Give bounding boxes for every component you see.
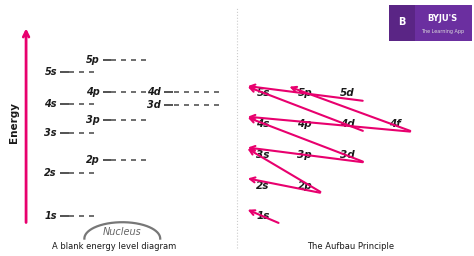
Text: 3s: 3s <box>45 128 57 138</box>
Text: 3p: 3p <box>86 115 100 125</box>
Text: 4d: 4d <box>340 119 355 129</box>
Text: 4d: 4d <box>147 87 161 97</box>
Text: 5p: 5p <box>298 88 312 99</box>
Text: 5p: 5p <box>86 55 100 65</box>
Text: 1s: 1s <box>45 211 57 221</box>
Text: 2p: 2p <box>298 180 312 191</box>
Text: 4p: 4p <box>86 87 100 97</box>
Text: 3s: 3s <box>256 150 270 160</box>
Text: The Aufbau Principle: The Aufbau Principle <box>307 242 394 251</box>
Text: 3d: 3d <box>147 100 161 110</box>
Text: 2p: 2p <box>86 155 100 165</box>
Text: 3p: 3p <box>298 150 312 160</box>
Text: 1s: 1s <box>256 211 270 221</box>
FancyBboxPatch shape <box>389 5 415 41</box>
FancyBboxPatch shape <box>385 4 474 42</box>
Text: Energy: Energy <box>9 102 19 143</box>
Text: BYJU'S: BYJU'S <box>428 14 458 23</box>
Text: A blank energy level diagram: A blank energy level diagram <box>52 242 176 251</box>
Text: B: B <box>398 17 405 27</box>
Text: 5d: 5d <box>340 88 355 99</box>
Text: 3d: 3d <box>340 150 355 160</box>
Text: 4f: 4f <box>389 119 401 129</box>
Text: 4s: 4s <box>45 99 57 109</box>
Text: 4p: 4p <box>298 119 312 129</box>
Text: Nucleus: Nucleus <box>103 227 142 237</box>
Text: 4s: 4s <box>256 119 270 129</box>
Text: 5s: 5s <box>256 88 270 99</box>
Text: 5s: 5s <box>45 67 57 77</box>
Text: 2s: 2s <box>45 168 57 178</box>
Text: 2s: 2s <box>256 180 270 191</box>
Text: The Learning App: The Learning App <box>421 29 464 35</box>
